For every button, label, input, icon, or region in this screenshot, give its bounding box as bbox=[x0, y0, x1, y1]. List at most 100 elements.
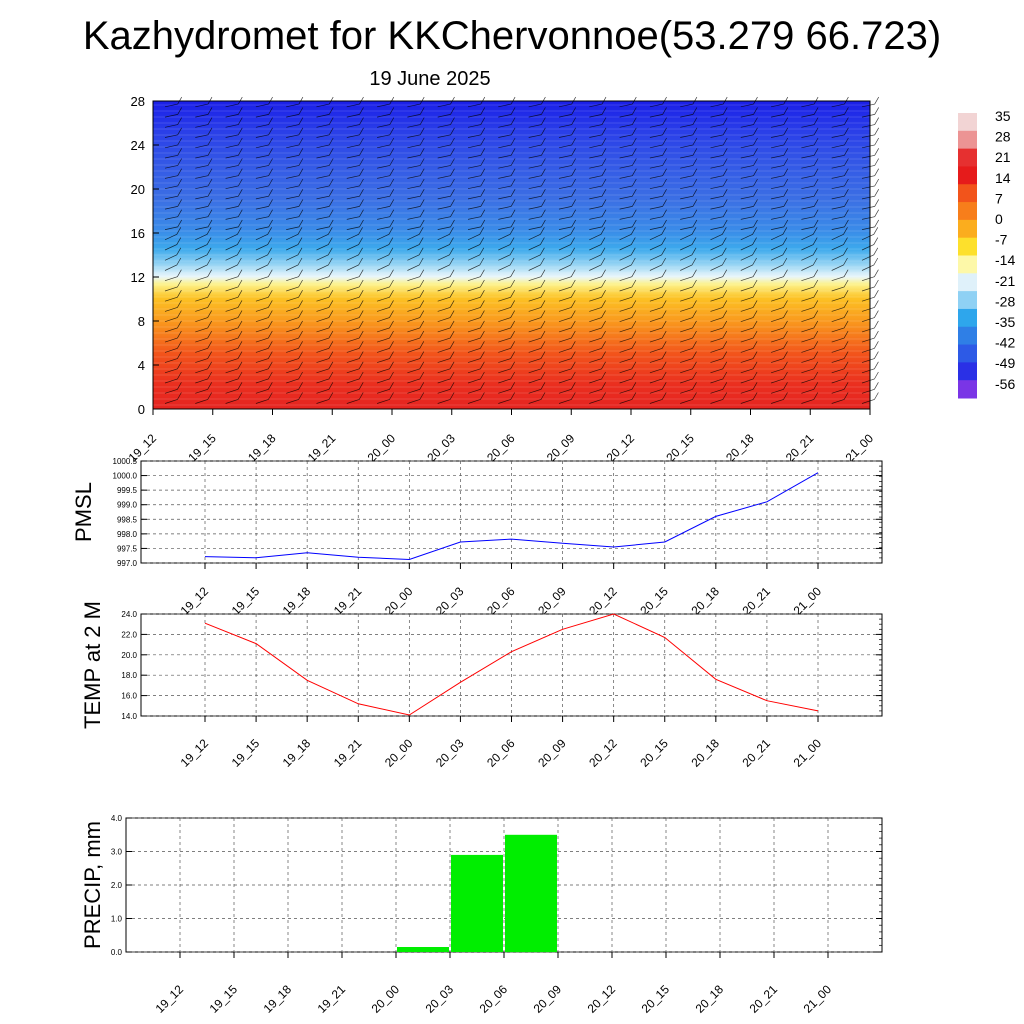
wind-barb bbox=[255, 237, 273, 251]
wind-barb bbox=[649, 351, 667, 363]
x-tick-label: 19_21 bbox=[331, 584, 365, 618]
y-tick-label: 18.0 bbox=[121, 671, 137, 680]
wind-barb bbox=[680, 330, 697, 343]
wind-barb bbox=[528, 219, 546, 230]
wind-barb bbox=[316, 137, 334, 149]
wind-barb bbox=[710, 247, 727, 261]
wind-barb bbox=[346, 107, 364, 118]
wind-barb bbox=[649, 127, 667, 138]
wind-barb bbox=[467, 310, 485, 323]
wind-barb bbox=[740, 351, 758, 363]
wind-barb bbox=[710, 290, 728, 302]
wind-barb bbox=[164, 209, 183, 220]
wind-barb bbox=[710, 199, 728, 210]
wind-barb bbox=[376, 279, 394, 292]
wind-barb bbox=[164, 269, 182, 282]
wind-barb bbox=[407, 382, 425, 394]
wind-barb bbox=[286, 178, 304, 190]
wind-barb bbox=[346, 300, 364, 312]
y-axis-label: TEMP at 2 M bbox=[80, 601, 105, 729]
wind-barb bbox=[498, 330, 516, 343]
x-tick-label: 19_12 bbox=[178, 736, 212, 770]
wind-barb bbox=[589, 300, 606, 312]
wind-barb bbox=[498, 199, 516, 210]
wind-barb bbox=[710, 107, 728, 118]
x-tick-label: 20_00 bbox=[382, 736, 416, 770]
wind-barb bbox=[619, 300, 637, 312]
wind-barb bbox=[528, 257, 545, 271]
wind-barb bbox=[316, 199, 334, 210]
wind-barb bbox=[861, 158, 880, 169]
wind-barb bbox=[589, 158, 607, 169]
wind-barb bbox=[407, 371, 425, 384]
colorbar-segment bbox=[958, 291, 977, 310]
wind-barb bbox=[649, 178, 667, 190]
wind-barb bbox=[316, 247, 333, 261]
wind-barb bbox=[346, 330, 364, 343]
wind-barb bbox=[861, 269, 879, 282]
wind-barb bbox=[771, 127, 789, 138]
colorbar-segment bbox=[958, 184, 977, 203]
x-tick-label: 20_15 bbox=[637, 584, 671, 618]
colorbar-segment bbox=[958, 202, 977, 221]
wind-barb bbox=[831, 137, 849, 149]
wind-barb bbox=[255, 227, 273, 241]
x-tick-label: 20_09 bbox=[544, 431, 578, 465]
wind-barb bbox=[619, 330, 637, 343]
wind-barb bbox=[528, 137, 546, 149]
wind-barb bbox=[286, 158, 304, 169]
temperature-panel: 24.0 22.0 20.0 18.0 16.0 14.0 19_12 19_15 19_18 1… bbox=[80, 601, 883, 770]
wind-barb bbox=[467, 237, 485, 251]
wind-barb bbox=[467, 219, 486, 230]
wind-barb bbox=[619, 269, 637, 282]
wind-barb bbox=[740, 300, 758, 312]
wind-barb bbox=[164, 107, 183, 118]
wind-barb bbox=[376, 320, 394, 333]
wind-barb bbox=[801, 351, 819, 363]
wind-barb bbox=[377, 107, 395, 118]
wind-barb bbox=[619, 96, 637, 108]
x-tick-label: 20_12 bbox=[585, 982, 619, 1016]
wind-barb bbox=[589, 330, 606, 343]
wind-barb bbox=[740, 219, 758, 230]
wind-barb bbox=[498, 237, 515, 251]
wind-barb bbox=[861, 199, 880, 210]
wind-barb bbox=[346, 178, 364, 190]
wind-barb bbox=[286, 351, 303, 363]
wind-barb bbox=[740, 137, 758, 149]
wind-barb bbox=[407, 330, 425, 343]
y-tick-label: 12 bbox=[131, 270, 145, 285]
colorbar-segment bbox=[958, 255, 977, 274]
wind-barb bbox=[195, 392, 213, 404]
wind-barb bbox=[801, 199, 819, 210]
wind-barb bbox=[558, 168, 577, 179]
wind-barb bbox=[710, 168, 728, 179]
wind-barb bbox=[498, 351, 516, 363]
wind-barb bbox=[316, 127, 334, 138]
wind-barb bbox=[770, 392, 788, 404]
wind-barb bbox=[437, 209, 455, 220]
wind-barb bbox=[619, 107, 637, 118]
wind-barb bbox=[225, 320, 243, 333]
y-axis-label: PRECIP, mm bbox=[80, 821, 105, 949]
temp-series-line bbox=[204, 613, 819, 716]
x-tick-label: 20_00 bbox=[382, 584, 416, 618]
wind-barb bbox=[740, 189, 758, 200]
wind-barb bbox=[649, 189, 667, 200]
wind-barb bbox=[255, 257, 273, 271]
wind-barb bbox=[376, 330, 394, 343]
wind-barb bbox=[589, 127, 607, 138]
wind-barb bbox=[255, 219, 273, 230]
wind-barb bbox=[164, 148, 183, 159]
wind-barb bbox=[467, 269, 485, 282]
wind-barb bbox=[558, 209, 577, 220]
wind-barb bbox=[498, 137, 516, 149]
wind-barb bbox=[437, 199, 455, 210]
wind-barb bbox=[680, 371, 697, 384]
wind-barb bbox=[467, 117, 486, 128]
wind-barb bbox=[589, 189, 607, 200]
colorbar-label: 21 bbox=[995, 149, 1011, 165]
wind-barb bbox=[801, 279, 819, 292]
wind-barb bbox=[498, 107, 516, 118]
wind-barb bbox=[770, 330, 788, 343]
